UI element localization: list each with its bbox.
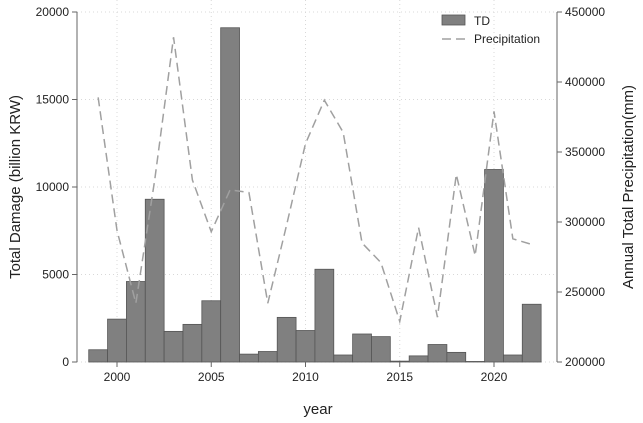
y2-tick-label: 250000 xyxy=(565,285,605,299)
bar-2017 xyxy=(427,344,448,363)
y2-tick-label: 300000 xyxy=(565,215,605,229)
bar-2001 xyxy=(126,281,146,363)
y-tick-label: 10000 xyxy=(36,180,70,194)
precipitation-line xyxy=(97,37,532,325)
bar-2020 xyxy=(484,169,504,363)
bar-2003 xyxy=(163,330,184,363)
y-tick-label: 5000 xyxy=(42,268,69,282)
axes: 0 5000 10000 15000 20000 200000 250000 300000 35… xyxy=(36,5,606,384)
x-axis-label: year xyxy=(303,401,332,418)
bar-2022 xyxy=(521,303,542,363)
bar-2002 xyxy=(144,198,165,363)
y-tick-label: 20000 xyxy=(36,5,70,19)
bar-2018 xyxy=(446,351,467,363)
y2-axis-label: Annual Total Precipitation(mm) xyxy=(620,85,637,289)
bar-2006 xyxy=(220,27,240,363)
y-axis-label: Total Damage (billion KRW) xyxy=(7,95,24,279)
bar-2016 xyxy=(408,355,429,363)
legend-td-label: TD xyxy=(474,14,490,28)
bar-2000 xyxy=(107,318,127,363)
legend-td-swatch xyxy=(441,14,466,26)
x-tick-label: 2005 xyxy=(198,370,225,384)
x-tick-label: 2000 xyxy=(104,370,131,384)
bar-1999 xyxy=(88,349,108,363)
y2-tick-label: 350000 xyxy=(565,145,605,159)
bar-2007 xyxy=(239,353,259,363)
x-tick-label: 2015 xyxy=(386,370,413,384)
bar-2005 xyxy=(201,300,222,363)
bar-2019 xyxy=(465,361,485,363)
bar-2010 xyxy=(295,330,316,363)
y2-tick-label: 450000 xyxy=(565,5,605,19)
y-tick-label: 15000 xyxy=(36,93,70,107)
legend: TD Precipitation xyxy=(441,14,540,46)
y2-tick-label: 200000 xyxy=(565,355,605,369)
y2-tick-label: 400000 xyxy=(565,75,605,89)
x-tick-label: 2010 xyxy=(292,370,319,384)
bar-2013 xyxy=(352,333,372,363)
bar-2008 xyxy=(257,351,278,363)
bar-2011 xyxy=(314,268,335,363)
bar-2012 xyxy=(333,354,354,363)
bar-2009 xyxy=(276,316,297,363)
y-tick-label: 0 xyxy=(62,355,69,369)
x-tick-label: 2020 xyxy=(481,370,508,384)
legend-precipitation-label: Precipitation xyxy=(474,32,540,46)
bar-2014 xyxy=(371,336,391,363)
bar-2021 xyxy=(503,354,523,363)
bar-2015 xyxy=(389,360,410,363)
bars xyxy=(88,27,542,363)
bar-2004 xyxy=(182,323,203,363)
